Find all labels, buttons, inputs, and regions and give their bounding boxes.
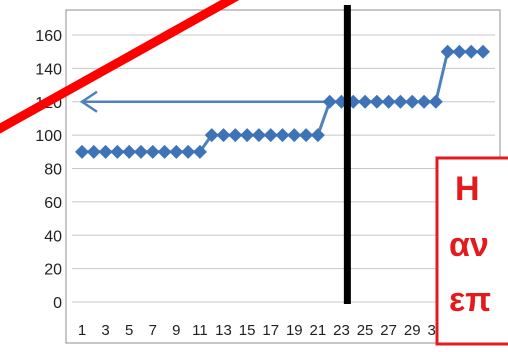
y-tick-label: 160: [35, 28, 62, 45]
data-point: [181, 144, 196, 159]
x-axis-tick-labels: 1357911131517192123252729313335: [78, 322, 492, 339]
data-point: [476, 44, 490, 59]
data-point: [358, 94, 373, 109]
y-tick-label: 100: [35, 128, 62, 145]
data-point: [251, 128, 266, 143]
data-point: [145, 144, 160, 159]
x-tick-label: 7: [149, 322, 157, 339]
x-tick-label: 3: [101, 322, 109, 339]
data-point: [86, 144, 101, 159]
data-point: [464, 44, 479, 59]
x-tick-label: 17: [262, 322, 279, 339]
data-point: [240, 128, 255, 143]
data-point: [452, 44, 467, 59]
data-point: [133, 144, 148, 159]
x-tick-label: 5: [125, 322, 133, 339]
data-point: [216, 128, 231, 143]
data-point: [228, 128, 243, 143]
data-point: [122, 144, 137, 159]
y-tick-label: 0: [53, 295, 62, 312]
data-point: [275, 128, 290, 143]
callout-line-2: αν: [449, 226, 489, 264]
data-point: [110, 144, 125, 159]
data-point: [287, 128, 302, 143]
callout-box: Η αν επ: [435, 156, 508, 346]
series-markers: [75, 44, 490, 159]
data-point: [393, 94, 408, 109]
data-point: [322, 94, 337, 109]
data-point: [299, 128, 314, 143]
x-tick-label: 1: [78, 322, 86, 339]
data-point: [440, 44, 455, 59]
x-tick-label: 27: [380, 322, 397, 339]
data-point: [428, 94, 443, 109]
x-tick-label: 25: [357, 322, 374, 339]
gridlines: [72, 34, 495, 303]
x-tick-label: 11: [192, 322, 208, 339]
data-point: [75, 144, 89, 159]
data-point: [369, 94, 384, 109]
y-tick-label: 40: [44, 228, 62, 245]
data-point: [98, 144, 113, 159]
x-tick-label: 21: [310, 322, 327, 339]
y-tick-label: 80: [44, 162, 62, 179]
callout-line-1: Η: [455, 170, 480, 208]
data-point: [192, 144, 207, 159]
y-tick-label: 60: [44, 195, 62, 212]
x-tick-label: 19: [286, 322, 303, 339]
x-tick-label: 15: [239, 322, 256, 339]
x-tick-label: 13: [215, 322, 232, 339]
data-point: [169, 144, 184, 159]
y-tick-label: 140: [35, 61, 62, 78]
data-point: [417, 94, 432, 109]
red-slash-line: [0, 0, 240, 134]
data-point: [204, 128, 219, 143]
data-point: [157, 144, 172, 159]
data-point: [381, 94, 396, 109]
data-point: [310, 128, 325, 143]
y-axis-tick-labels: 020406080100120140160: [35, 28, 62, 312]
arrow-head: [79, 90, 98, 113]
x-tick-label: 29: [404, 322, 421, 339]
x-tick-label: 23: [333, 322, 350, 339]
y-tick-label: 20: [44, 262, 62, 279]
data-point: [263, 128, 278, 143]
x-tick-label: 9: [172, 322, 180, 339]
data-point: [405, 94, 420, 109]
callout-line-3: επ: [449, 281, 491, 319]
